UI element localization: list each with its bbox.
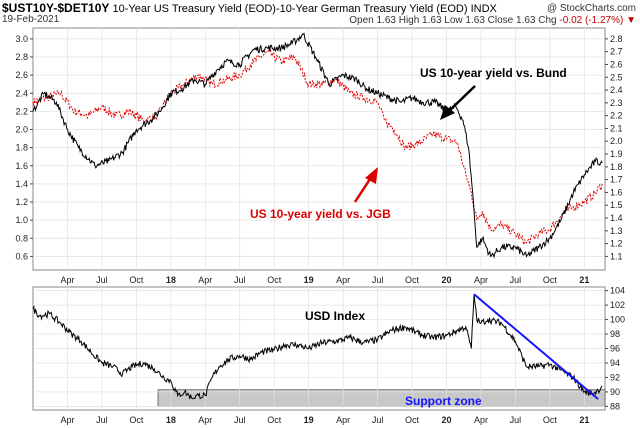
bottom-x-tick-label: Apr: [60, 415, 74, 425]
bottom-x-tick-label: Apr: [198, 415, 212, 425]
top-x-tick-label: 20: [441, 275, 451, 285]
top-x-tick-label: Jul: [372, 275, 384, 285]
change-value: -0.02 (-1.27%) ▼: [559, 15, 636, 26]
series-line-us-vs-bund: [32, 32, 603, 259]
top-left-tick-label: 1.8: [15, 143, 28, 153]
annotation-arrowhead-jgb: [365, 167, 378, 184]
top-right-tick-label: 1.6: [610, 187, 623, 197]
bottom-x-tick-label: Oct: [543, 415, 558, 425]
top-x-tick-label: 21: [579, 275, 589, 285]
top-right-tick-label: 2.5: [610, 72, 623, 82]
top-x-tick-label: Apr: [336, 275, 350, 285]
usd-index-title: USD Index: [305, 309, 365, 323]
top-x-tick-label: Oct: [129, 275, 144, 285]
top-x-tick-label: Jul: [96, 275, 108, 285]
top-x-tick-label: Apr: [198, 275, 212, 285]
top-panel-frame: [32, 27, 606, 271]
top-right-tick-label: 2.8: [610, 34, 623, 44]
bottom-x-tick-label: Oct: [267, 415, 282, 425]
top-x-tick-label: Oct: [543, 275, 558, 285]
stockcharts-brand: @ StockCharts.com: [546, 3, 636, 14]
top-left-tick-label: 3.0: [15, 34, 28, 44]
top-left-tick-label: 1.0: [15, 215, 28, 225]
top-left-tick-label: 1.4: [15, 179, 28, 189]
top-left-tick-label: 2.4: [15, 88, 28, 98]
bottom-x-tick-label: 19: [304, 415, 314, 425]
top-right-tick-label: 2.4: [610, 85, 623, 95]
bottom-right-tick-label: 104: [610, 286, 625, 296]
usd-trendline: [473, 293, 599, 400]
annotation-arrowhead-bund: [440, 105, 455, 120]
bottom-x-tick-label: Jul: [234, 415, 246, 425]
bottom-right-tick-label: 94: [610, 358, 620, 368]
top-x-tick-label: Jul: [510, 275, 522, 285]
bottom-x-tick-label: Oct: [129, 415, 144, 425]
change-label: Chg: [538, 15, 557, 26]
top-right-tick-label: 1.7: [610, 175, 623, 185]
ohlc-readout: Open 1.63 High 1.63 Low 1.63 Close 1.63 …: [349, 15, 636, 26]
annotation-us-vs-bund: US 10-year yield vs. Bund: [420, 66, 567, 80]
chart-date: 19-Feb-2021: [2, 14, 60, 25]
bottom-x-tick-label: Jul: [96, 415, 108, 425]
bottom-right-tick-label: 100: [610, 315, 625, 325]
top-right-tick-label: 1.5: [610, 200, 623, 210]
top-right-tick-label: 1.1: [610, 251, 623, 261]
bottom-x-tick-label: 18: [166, 415, 176, 425]
bottom-x-tick-label: Oct: [405, 415, 420, 425]
bottom-x-tick-label: Jul: [372, 415, 384, 425]
top-right-tick-label: 2.3: [610, 98, 623, 108]
bottom-right-tick-label: 90: [610, 387, 620, 397]
top-x-tick-label: Oct: [267, 275, 282, 285]
series-line-usd-index: [32, 294, 603, 400]
top-x-tick-label: Apr: [60, 275, 74, 285]
chart-symbol: $UST10Y-$DET10Y 10-Year US Treasury Yiel…: [2, 2, 497, 15]
bottom-right-tick-label: 96: [610, 344, 620, 354]
top-right-tick-label: 1.2: [610, 239, 623, 249]
top-right-tick-label: 1.3: [610, 226, 623, 236]
top-right-tick-label: 2.7: [610, 47, 623, 57]
top-x-tick-label: Apr: [474, 275, 488, 285]
top-right-tick-label: 2.6: [610, 59, 623, 69]
top-right-tick-label: 2.1: [610, 123, 623, 133]
bottom-right-tick-label: 88: [610, 401, 620, 411]
bottom-right-tick-label: 98: [610, 329, 620, 339]
bottom-x-tick-label: Apr: [336, 415, 350, 425]
top-right-tick-label: 2.2: [610, 111, 623, 121]
top-left-tick-label: 1.6: [15, 161, 28, 171]
annotation-arrow-bund: [447, 85, 476, 113]
top-left-tick-label: 2.8: [15, 52, 28, 62]
top-x-tick-label: 18: [166, 275, 176, 285]
top-x-tick-label: Jul: [234, 275, 246, 285]
bottom-right-tick-label: 92: [610, 372, 620, 382]
bottom-x-tick-label: Jul: [510, 415, 522, 425]
top-left-tick-label: 0.6: [15, 251, 28, 261]
bottom-right-tick-label: 102: [610, 300, 625, 310]
bottom-x-tick-label: 20: [441, 415, 451, 425]
annotation-us-vs-jgb: US 10-year yield vs. JGB: [250, 207, 391, 221]
top-left-tick-label: 2.6: [15, 70, 28, 80]
series-line-us-vs-jgb: [32, 49, 603, 245]
top-x-tick-label: 19: [304, 275, 314, 285]
symbol-text: $UST10Y-$DET10Y: [2, 1, 110, 15]
bottom-x-tick-label: Apr: [474, 415, 488, 425]
top-right-tick-label: 1.4: [610, 213, 623, 223]
top-right-tick-label: 2.0: [610, 136, 623, 146]
annotation-arrow-jgb: [353, 175, 374, 203]
top-right-tick-label: 1.9: [610, 149, 623, 159]
top-left-tick-label: 2.0: [15, 125, 28, 135]
ohlc-values: Open 1.63 High 1.63 Low 1.63 Close 1.63: [349, 15, 536, 26]
symbol-description: 10-Year US Treasury Yield (EOD)-10-Year …: [112, 3, 497, 15]
top-x-tick-label: Oct: [405, 275, 420, 285]
top-left-tick-label: 1.2: [15, 197, 28, 207]
top-left-tick-label: 2.2: [15, 106, 28, 116]
top-left-tick-label: 0.8: [15, 233, 28, 243]
top-right-tick-label: 1.8: [610, 162, 623, 172]
support-zone-label: Support zone: [405, 394, 482, 408]
bottom-x-tick-label: 21: [579, 415, 589, 425]
